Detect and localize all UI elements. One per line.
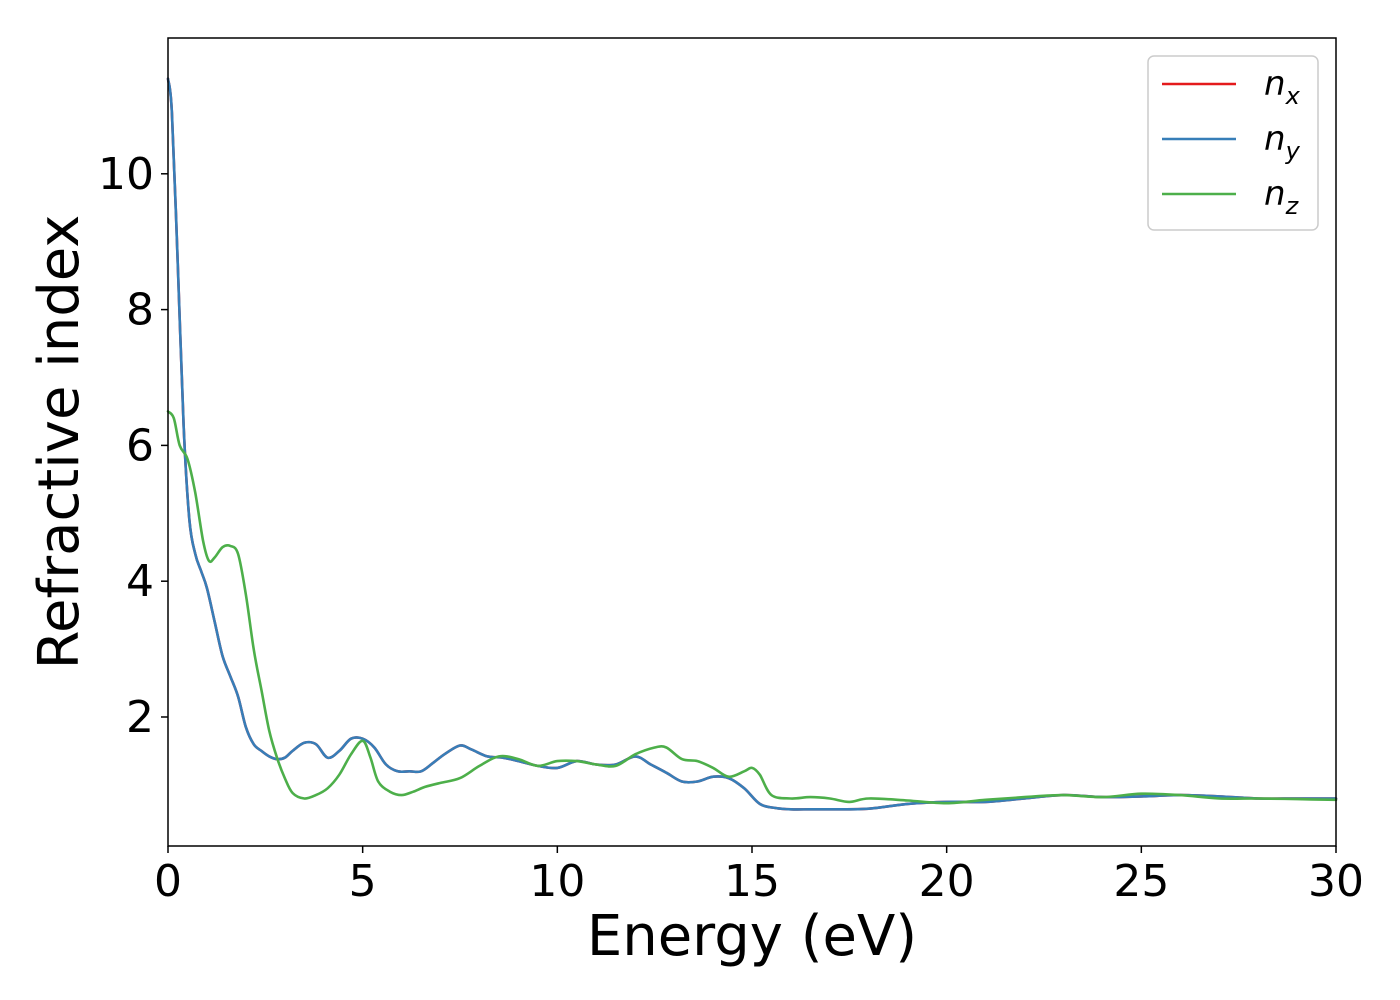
x-tick-label: 5 [349,856,377,907]
series-line-z [166,410,1338,805]
series-layer [166,77,1338,811]
x-tick-label: 10 [529,856,585,907]
legend-label-z: nz [1264,174,1300,220]
ticks-layer: 0 5 10 15 20 25 30 2 4 6 8 10 [98,149,1364,907]
y-tick-label: 2 [126,692,154,743]
y-tick-label: 10 [98,149,154,200]
x-tick-label: 0 [154,856,182,907]
x-tick-label: 20 [919,856,975,907]
legend-box [1147,55,1319,231]
y-axis-title: Refractive index [27,215,92,670]
x-tick-label: 15 [724,856,780,907]
x-tick-label: 30 [1308,856,1364,907]
series-line-y [166,77,1338,811]
y-tick-label: 8 [126,285,154,336]
x-axis-title: Energy (eV) [587,904,917,969]
x-tick-label: 25 [1113,856,1169,907]
legend-label-y: ny [1264,119,1301,165]
legend: nx ny nz [1147,55,1319,231]
y-tick-label: 6 [126,420,154,471]
y-tick-label: 4 [126,556,154,607]
legend-label-x: nx [1264,64,1301,110]
